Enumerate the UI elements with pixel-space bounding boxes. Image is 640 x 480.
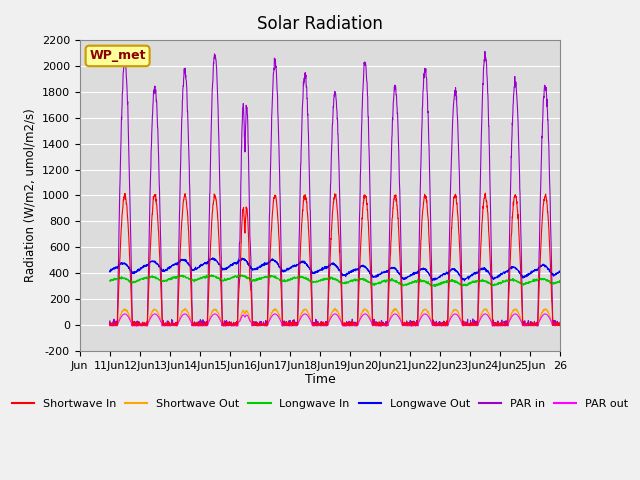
Legend: Shortwave In, Shortwave Out, Longwave In, Longwave Out, PAR in, PAR out: Shortwave In, Shortwave Out, Longwave In… <box>7 395 633 414</box>
Text: WP_met: WP_met <box>90 49 146 62</box>
Y-axis label: Radiation (W/m2, umol/m2/s): Radiation (W/m2, umol/m2/s) <box>23 108 36 282</box>
X-axis label: Time: Time <box>305 373 335 386</box>
Title: Solar Radiation: Solar Radiation <box>257 15 383 33</box>
